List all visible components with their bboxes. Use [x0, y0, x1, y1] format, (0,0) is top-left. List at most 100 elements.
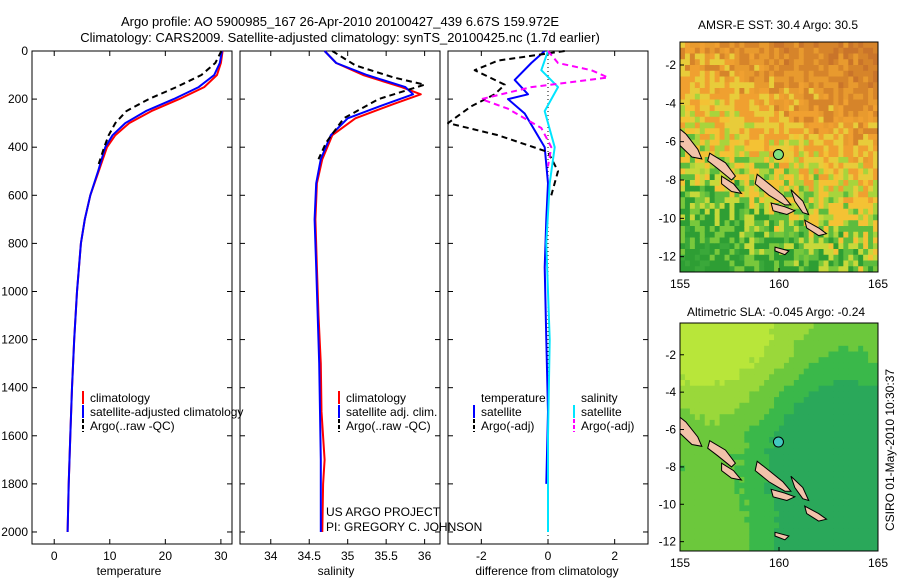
- map-cell: [759, 128, 765, 135]
- map-cell: [754, 494, 760, 501]
- map-cell: [724, 134, 731, 141]
- map-cell: [714, 494, 721, 501]
- map-cell: [813, 505, 820, 512]
- map-cell: [680, 397, 686, 404]
- map-cell: [783, 380, 790, 387]
- map-cell: [823, 266, 830, 272]
- map-cell: [873, 345, 878, 353]
- map-cell: [709, 88, 716, 95]
- map-cell: [779, 362, 785, 370]
- map-cell: [689, 157, 696, 164]
- series-argo-raw-qc-: [97, 50, 223, 165]
- map-cell: [694, 157, 701, 164]
- map-cell: [729, 454, 736, 461]
- map-cell: [680, 323, 686, 330]
- map-cell: [774, 380, 780, 387]
- map-cell: [694, 488, 701, 495]
- map-cell: [754, 437, 760, 444]
- y-tick-label: 200: [8, 92, 28, 106]
- map-cell: [798, 88, 805, 95]
- map-cell: [798, 334, 805, 341]
- map-cell: [694, 70, 701, 78]
- map-cell: [769, 511, 775, 518]
- map-cell: [788, 151, 795, 158]
- map-cell: [714, 334, 721, 341]
- map-cell: [754, 59, 760, 66]
- map-cell: [759, 419, 765, 427]
- map-cell: [788, 465, 795, 472]
- map-cell: [813, 539, 820, 546]
- map-cell: [704, 93, 711, 101]
- map-cell: [694, 351, 701, 358]
- map-cell: [848, 522, 854, 529]
- map-cell: [729, 522, 736, 529]
- map-cell: [744, 471, 750, 478]
- map-cell: [759, 65, 765, 72]
- map-cell: [744, 99, 750, 106]
- map-cell: [704, 249, 711, 256]
- map-cell: [714, 391, 721, 398]
- map-cell: [739, 249, 745, 256]
- map-cell: [774, 351, 780, 358]
- map-cell: [873, 499, 878, 506]
- sla-heatmap-cells: [680, 323, 878, 551]
- map-cell: [798, 185, 805, 193]
- map-cell: [749, 59, 755, 66]
- map-cell: [779, 231, 785, 239]
- map-cell: [709, 220, 716, 227]
- map-cell: [684, 237, 691, 244]
- map-cell: [788, 42, 795, 49]
- map-cell: [823, 522, 830, 529]
- map-cell: [868, 139, 874, 147]
- map-cell: [813, 208, 820, 216]
- map-cell: [680, 408, 686, 415]
- map-cell: [699, 494, 706, 501]
- map-cell: [843, 545, 849, 551]
- map-cell: [774, 539, 780, 546]
- map-cell: [863, 99, 869, 106]
- map-cell: [793, 454, 800, 461]
- map-cell: [769, 323, 775, 330]
- map-cell: [779, 545, 785, 551]
- map-cell: [694, 88, 701, 95]
- map-cell: [749, 368, 755, 375]
- map-cell: [680, 357, 686, 364]
- map-cell: [798, 505, 805, 512]
- map-cell: [853, 237, 859, 244]
- map-cell: [853, 476, 859, 484]
- map-cell: [699, 459, 706, 467]
- map-cell: [699, 162, 706, 170]
- series-temperature-satellite: [507, 50, 549, 484]
- map-cell: [808, 448, 815, 455]
- map-cell: [739, 323, 745, 330]
- map-cell: [813, 465, 820, 472]
- map-cell: [853, 266, 859, 272]
- map-cell: [828, 357, 835, 364]
- map-cell: [709, 266, 716, 272]
- map-cell: [818, 203, 825, 210]
- map-cell: [744, 380, 750, 387]
- map-cell: [808, 334, 815, 341]
- map-cell: [709, 351, 716, 358]
- map-cell: [783, 511, 790, 518]
- map-cell: [729, 380, 736, 387]
- map-cell: [759, 351, 765, 358]
- map-cell: [868, 197, 874, 204]
- map-cell: [838, 511, 844, 518]
- map-cell: [689, 545, 696, 551]
- map-cell: [808, 128, 815, 135]
- map-cell: [744, 499, 750, 506]
- map-cell: [853, 357, 859, 364]
- map-cell: [818, 157, 825, 164]
- map-cell: [764, 59, 770, 66]
- map-cell: [689, 459, 696, 467]
- map-cell: [793, 522, 800, 529]
- map-cell: [848, 357, 854, 364]
- map-cell: [719, 82, 726, 89]
- map-cell: [848, 197, 854, 204]
- map-cell: [803, 323, 810, 330]
- map-cell: [680, 545, 686, 551]
- map-cell: [689, 397, 696, 404]
- map-cell: [714, 431, 721, 438]
- map-cell: [754, 111, 760, 118]
